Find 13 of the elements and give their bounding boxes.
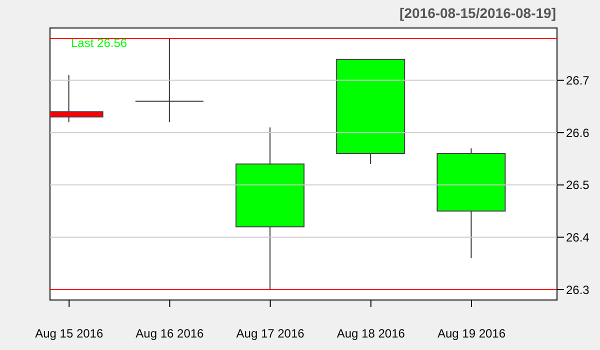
annotation: Last 26.56 — [71, 36, 128, 50]
x-tick-label: Aug 18 2016 — [336, 326, 406, 341]
x-tick-label: Aug 16 2016 — [136, 326, 204, 341]
x-tick-label: Aug 15 2016 — [35, 326, 104, 341]
x-tick-label: Aug 17 2016 — [236, 326, 305, 341]
x-tick-label: Aug 19 2016 — [437, 326, 506, 341]
y-tick-label: 26.7 — [566, 74, 590, 88]
y-tick-label: 26.3 — [566, 282, 590, 297]
candlestick — [134, 38, 204, 123]
y-tick-label: 26.6 — [566, 126, 590, 140]
y-tick-label: 26.5 — [566, 178, 590, 192]
chart-title: [2016-08-15/2016-08-19] — [400, 5, 556, 21]
y-tick-label: 26.4 — [566, 230, 590, 244]
